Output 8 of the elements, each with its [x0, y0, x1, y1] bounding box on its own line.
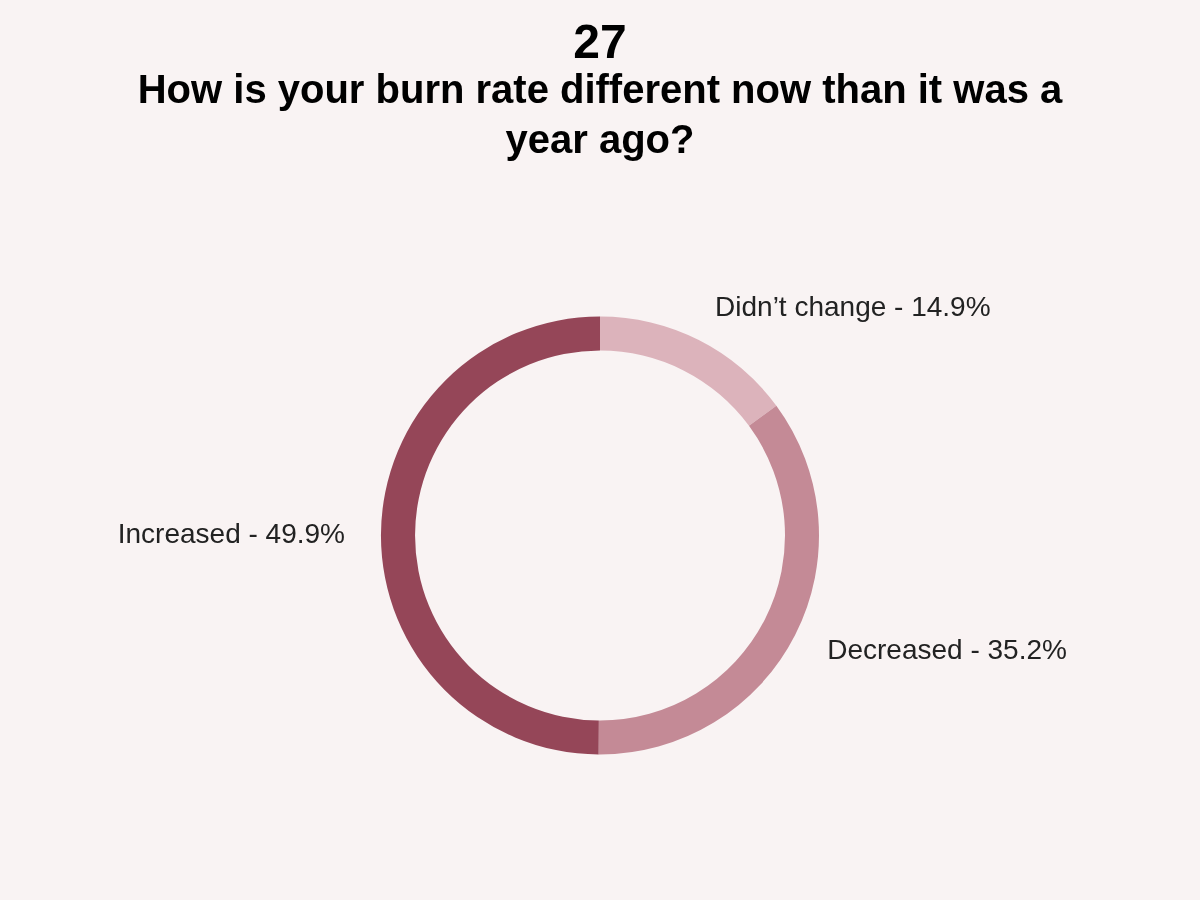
slice-label: Decreased - 35.2%	[827, 634, 1067, 666]
chart-subtitle: How is your burn rate different now than it was a year ago?	[137, 67, 1064, 161]
donut-slice	[598, 405, 819, 755]
slice-label: Didn’t change - 14.9%	[715, 290, 991, 322]
chart-title: 27	[573, 15, 627, 68]
slice-label: Increased - 49.9%	[117, 517, 345, 549]
donut-slice	[600, 316, 777, 426]
donut-slice	[381, 316, 600, 755]
